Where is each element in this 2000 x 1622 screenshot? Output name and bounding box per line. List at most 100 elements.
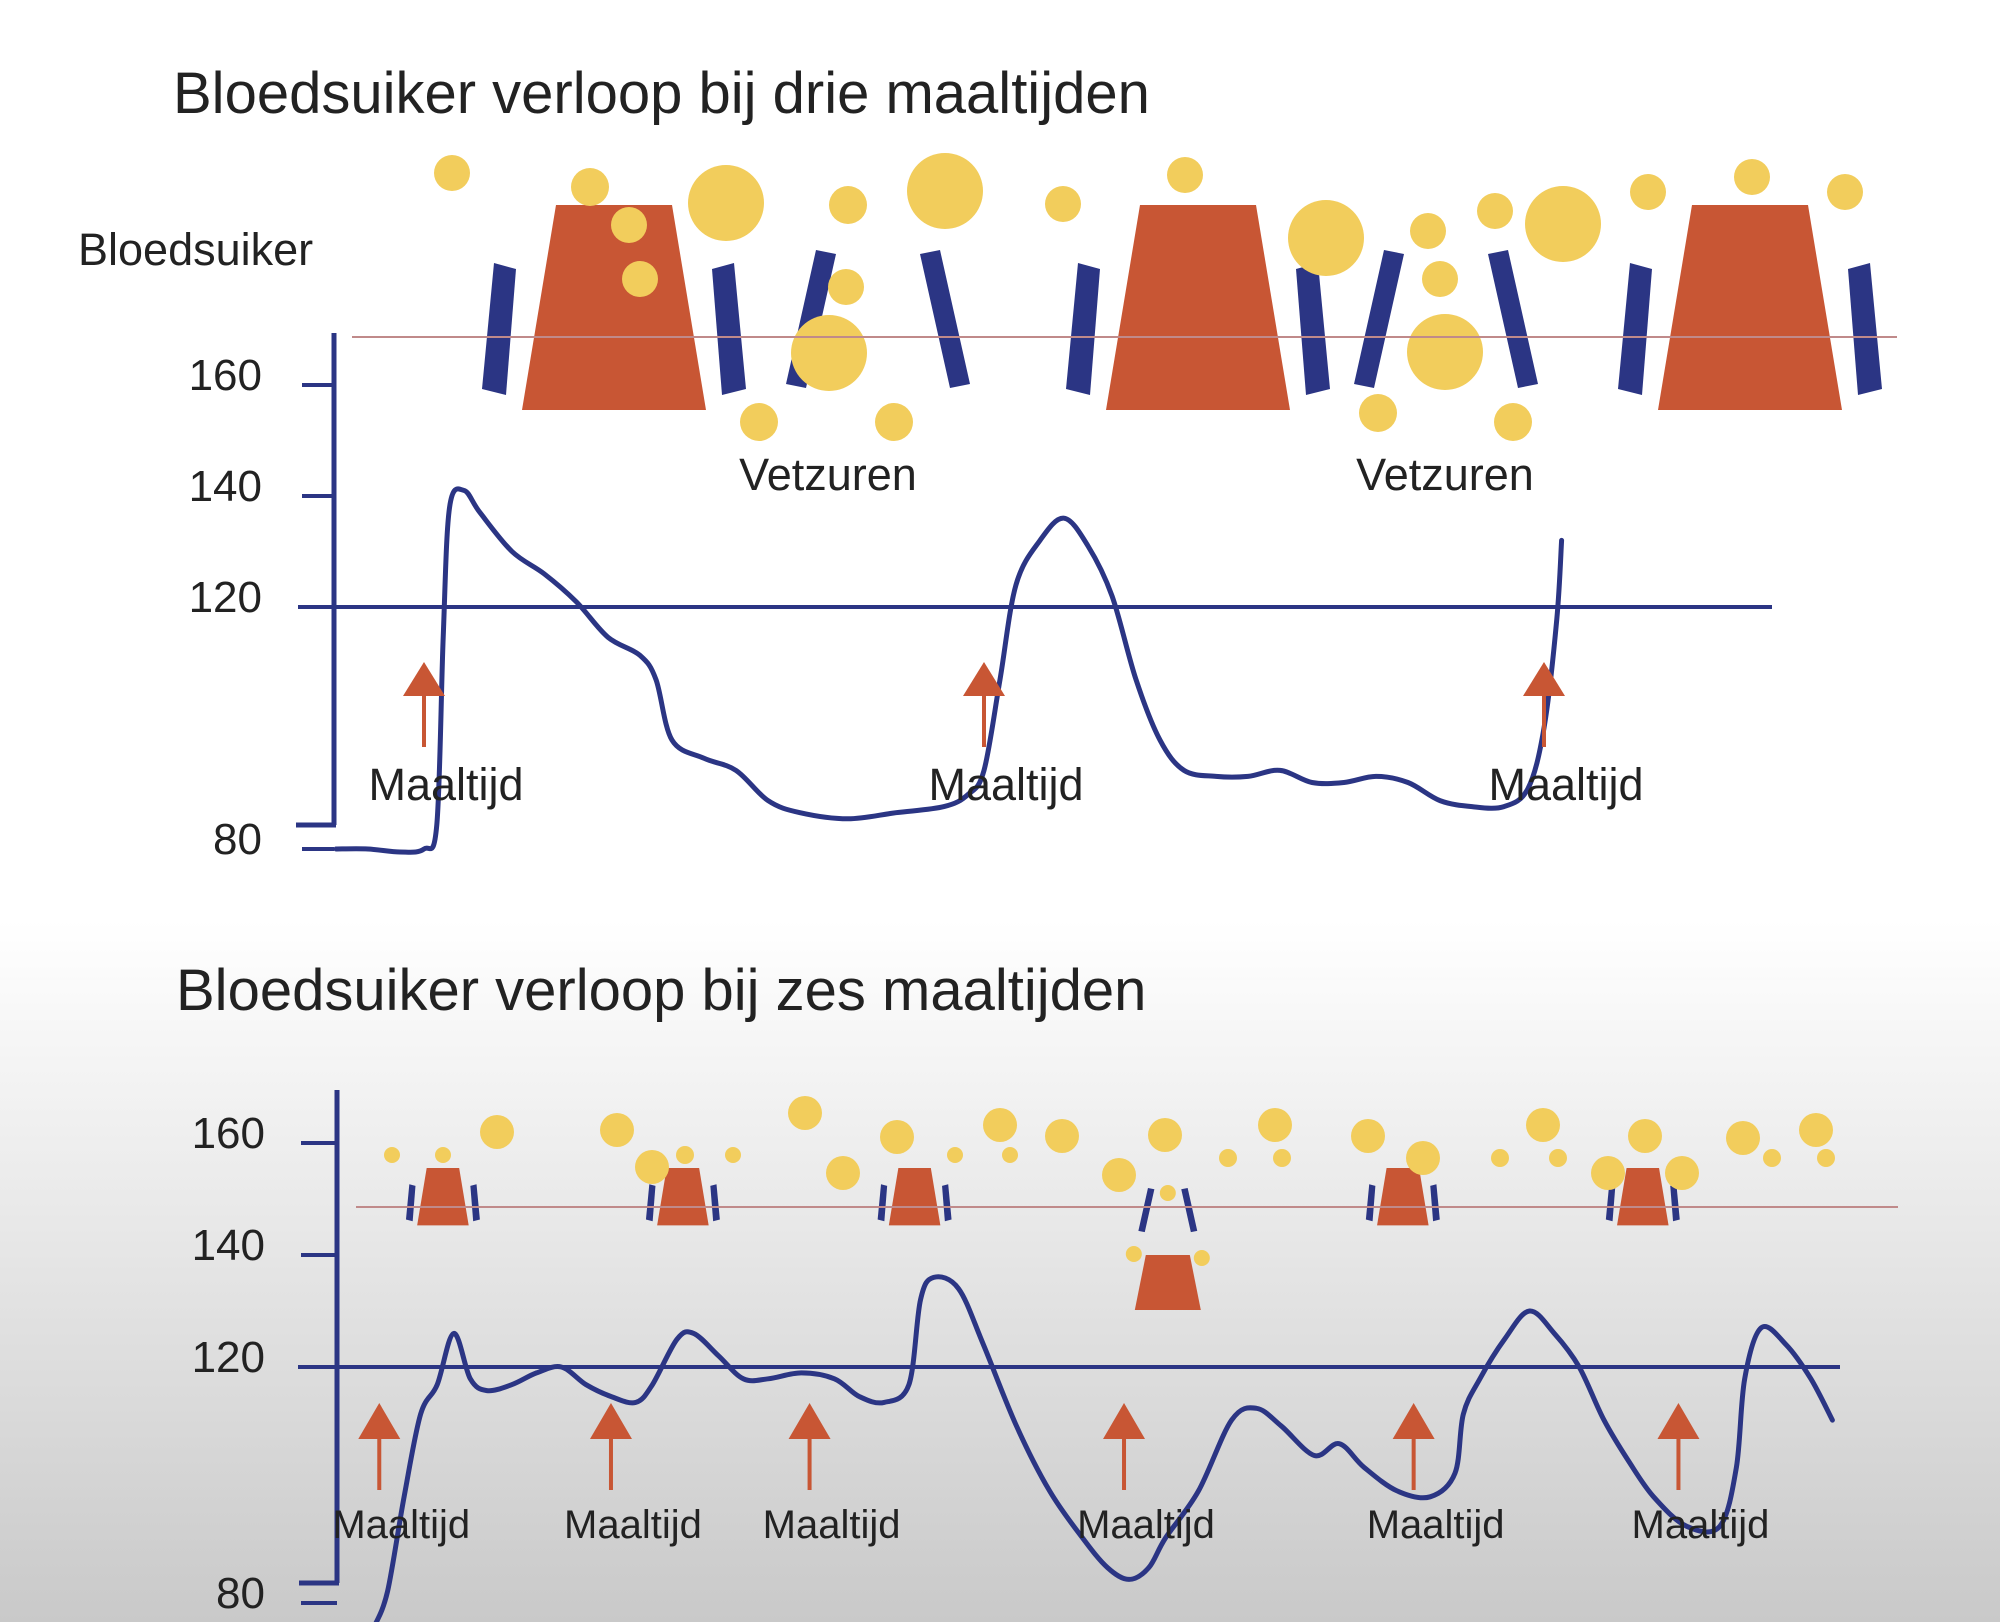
fatty-acid-droplet	[1726, 1121, 1760, 1155]
fatty-acid-droplet	[875, 403, 913, 441]
receptor-bar-left	[1066, 263, 1100, 395]
receptor-bar-right	[1430, 1184, 1440, 1221]
fatty-acids-label: Vetzuren	[1356, 449, 1534, 500]
fatty-acid-droplet	[1734, 159, 1770, 195]
fatty-acid-droplet	[1491, 1149, 1509, 1167]
meal-label: Maaltijd	[1632, 1503, 1770, 1547]
meal-label: Maaltijd	[928, 759, 1083, 810]
fatty-acid-droplet	[1477, 193, 1513, 229]
meal-arrow-head	[1393, 1403, 1435, 1439]
fatty-acid-droplet	[1549, 1149, 1567, 1167]
meal-arrow-head	[358, 1403, 400, 1439]
plot-area: Maaltijd Maaltijd Maaltijd	[298, 337, 1897, 852]
fatty-acid-droplet	[1359, 394, 1397, 432]
y-axis: 160 140 120 80	[192, 1090, 339, 1618]
fatty-acids-label: Vetzuren	[739, 449, 917, 500]
fatty-acid-droplet	[1102, 1158, 1136, 1192]
fatty-acid-droplet	[1591, 1156, 1625, 1190]
fatty-acid-droplet	[983, 1108, 1017, 1142]
fatty-acid-droplet	[1406, 1141, 1440, 1175]
receptor-bar-left	[1366, 1184, 1376, 1221]
fatty-acid-droplet	[1351, 1119, 1385, 1153]
y-tick-label: 160	[189, 351, 262, 400]
receptor-bar-left	[646, 1184, 656, 1221]
meal-label: Maaltijd	[564, 1503, 702, 1547]
chart-six-meals: Bloedsuiker verloop bij zes maaltijden 1…	[176, 958, 1898, 1622]
receptor-bar-right	[710, 1184, 720, 1221]
meal-label: Maaltijd	[1077, 1503, 1215, 1547]
fatty-acid-droplet	[1410, 213, 1446, 249]
fat-cell-body	[1135, 1255, 1201, 1310]
open-membrane-left	[1138, 1188, 1154, 1232]
fatty-acid-droplet	[688, 165, 764, 241]
fatty-acid-droplet	[1827, 174, 1863, 210]
y-tick-label: 140	[192, 1221, 265, 1270]
fatty-acid-droplet	[1167, 157, 1203, 193]
fatty-acid-droplet	[788, 1096, 822, 1130]
fatty-acid-droplet	[1258, 1108, 1292, 1142]
fatty-acid-droplet	[1817, 1149, 1835, 1167]
receptor-bar-left	[1618, 263, 1652, 395]
y-axis: 160 140 120 80	[189, 333, 336, 864]
fatty-acid-droplet	[1045, 1119, 1079, 1153]
fatty-acid-droplet	[1126, 1246, 1142, 1262]
receptor-bar-left	[482, 263, 516, 395]
receptor-bar-right	[1670, 1184, 1680, 1221]
plot-area: Maaltijd Maaltijd Maaltijd Maaltijd Maaltijd…	[298, 1207, 1898, 1622]
meal-arrow-head	[1523, 662, 1565, 696]
receptor-bar-right	[470, 1184, 480, 1221]
fatty-acid-droplet	[1665, 1156, 1699, 1190]
fatty-acid-droplet	[611, 207, 647, 243]
meal-label: Maaltijd	[332, 1503, 470, 1547]
chart-three-meals: Bloedsuiker verloop bij drie maaltijden …	[78, 61, 1897, 864]
fatty-acid-droplet	[1525, 186, 1601, 262]
y-tick-label: 80	[213, 815, 262, 864]
fatty-acid-droplet	[434, 155, 470, 191]
fatty-acid-droplet	[622, 261, 658, 297]
meal-arrow-head	[1657, 1403, 1699, 1439]
fatty-acid-droplet	[1160, 1185, 1176, 1201]
fatty-acid-droplet	[1045, 186, 1081, 222]
blood-sugar-curve	[374, 1277, 1832, 1622]
fatty-acid-droplet	[1219, 1149, 1237, 1167]
cell-illustrations: Vetzuren Vetzuren	[434, 153, 1882, 500]
fatty-acid-droplet	[1422, 261, 1458, 297]
fatty-acid-droplet	[1407, 314, 1483, 390]
fatty-acid-droplet	[826, 1156, 860, 1190]
y-axis-label: Bloedsuiker	[78, 224, 313, 275]
open-membrane-left	[1354, 250, 1404, 388]
fatty-acid-droplet	[1628, 1119, 1662, 1153]
fatty-acid-droplet	[435, 1147, 451, 1163]
meal-arrow-head	[590, 1403, 632, 1439]
fat-cell-body	[1106, 205, 1290, 410]
fatty-acid-droplet	[571, 168, 609, 206]
fatty-acid-droplet	[829, 186, 867, 224]
meal-arrow-head	[403, 662, 445, 696]
meal-arrow-head	[789, 1403, 831, 1439]
fatty-acid-droplet	[1288, 200, 1364, 276]
fatty-acid-droplet	[907, 153, 983, 229]
fat-cell-body	[417, 1168, 469, 1225]
fat-cell-body	[889, 1168, 941, 1225]
open-membrane-right	[1488, 250, 1538, 388]
chart-title: Bloedsuiker verloop bij zes maaltijden	[176, 958, 1146, 1023]
y-tick-label: 80	[216, 1569, 265, 1618]
fatty-acid-droplet	[880, 1120, 914, 1154]
fatty-acid-droplet	[828, 269, 864, 305]
y-tick-label: 120	[192, 1333, 265, 1382]
meal-label: Maaltijd	[763, 1503, 901, 1547]
fatty-acid-droplet	[480, 1115, 514, 1149]
cell-illustrations	[384, 1096, 1835, 1310]
fatty-acid-droplet	[635, 1150, 669, 1184]
fatty-acid-droplet	[1526, 1108, 1560, 1142]
fatty-acid-droplet	[1799, 1113, 1833, 1147]
fatty-acid-droplet	[1148, 1118, 1182, 1152]
y-tick-label: 120	[189, 573, 262, 622]
fatty-acid-droplet	[1630, 174, 1666, 210]
receptor-bar-left	[878, 1184, 888, 1221]
meal-label: Maaltijd	[1488, 759, 1643, 810]
fatty-acid-droplet	[947, 1147, 963, 1163]
fatty-acid-droplet	[1273, 1149, 1291, 1167]
receptor-bar-right	[712, 263, 746, 395]
